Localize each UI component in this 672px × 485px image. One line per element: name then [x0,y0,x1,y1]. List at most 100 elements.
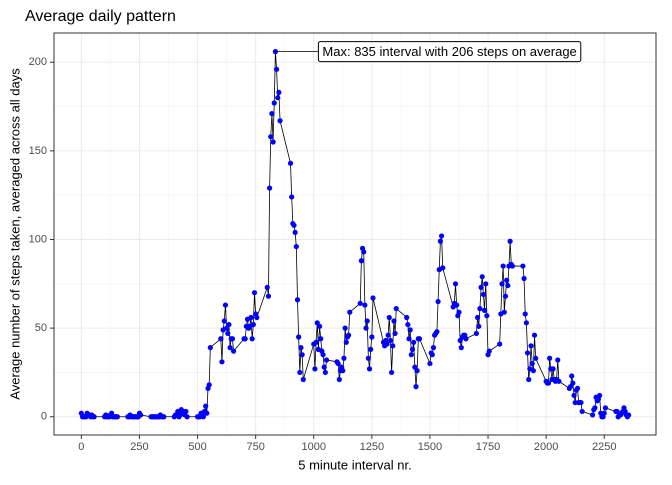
chart-title: Average daily pattern [25,8,176,25]
data-point [291,222,297,228]
data-point [299,352,305,358]
data-point [392,330,398,337]
data-point [477,306,483,312]
data-point [386,314,392,321]
data-point [318,336,324,342]
data-point [556,378,562,384]
data-point [456,309,462,315]
data-point [507,238,513,244]
data-point [520,263,526,269]
data-point [626,412,632,418]
data-point [358,258,364,264]
data-point [138,412,144,418]
data-point [528,343,534,349]
data-point [529,360,535,367]
data-point [484,313,490,319]
data-point [289,194,295,200]
data-point [361,249,367,255]
x-tick-label: 1250 [360,441,384,453]
data-point [273,66,280,72]
data-point [409,346,416,352]
data-point [504,277,510,283]
data-point [473,330,480,337]
data-point [114,414,120,420]
data-point [363,325,369,331]
data-point [387,337,394,344]
annotation: Max: 835 interval with 206 steps on aver… [322,44,576,59]
data-point [297,369,303,376]
data-point [294,297,301,303]
data-point [275,95,281,101]
data-point [592,405,598,411]
data-point [300,376,306,383]
x-tick-label: 500 [188,441,206,453]
data-point [486,348,492,354]
data-point [476,323,482,329]
data-point [521,275,527,282]
y-tick-label: 200 [29,56,47,68]
data-point [266,185,273,191]
data-point [509,263,516,269]
data-point [483,281,489,287]
data-point [404,314,410,321]
x-tick-label: 250 [130,441,148,453]
data-point [219,359,225,365]
data-point [276,89,282,95]
data-point [522,311,528,317]
data-point [555,357,561,363]
data-point [437,238,444,244]
data-point [230,348,237,354]
data-point [391,318,397,324]
data-point [270,139,276,145]
data-point [405,321,411,328]
y-tick-label: 150 [29,145,47,157]
data-point [497,341,503,347]
data-point [368,346,374,352]
data-point [579,408,585,415]
data-point [265,293,272,299]
data-point [533,355,539,361]
data-point [602,405,608,411]
x-tick-label: 1500 [418,441,442,453]
x-tick-label: 0 [78,441,84,453]
data-point [248,314,254,321]
data-point [550,366,556,372]
x-tick-label: 750 [246,441,264,453]
data-point [293,243,299,250]
data-point [440,265,446,271]
data-point [570,380,576,386]
data-point [452,281,459,287]
data-point [505,282,511,289]
data-point [430,345,437,351]
data-point [429,352,435,358]
data-point [523,320,529,326]
data-point [183,408,189,415]
data-point [370,295,376,301]
data-point [458,345,464,351]
data-point [251,290,258,296]
data-point [596,392,603,399]
data-point [343,339,349,345]
data-point [427,360,433,367]
data-point [277,118,283,124]
data-point [206,382,212,388]
data-point [571,392,577,399]
data-point [414,368,420,374]
data-point [500,263,506,269]
data-point [530,368,536,374]
data-point [406,336,412,342]
data-point [480,291,486,298]
data-point [200,414,206,420]
data-point [264,284,270,290]
data-point [501,309,507,315]
data-point [365,355,371,361]
data-point [578,399,584,406]
data-point [416,336,423,342]
data-point [269,111,275,117]
data-point [408,352,414,358]
data-point [254,314,260,321]
data-point [411,339,417,345]
data-point [357,300,363,306]
data-point [249,336,255,342]
